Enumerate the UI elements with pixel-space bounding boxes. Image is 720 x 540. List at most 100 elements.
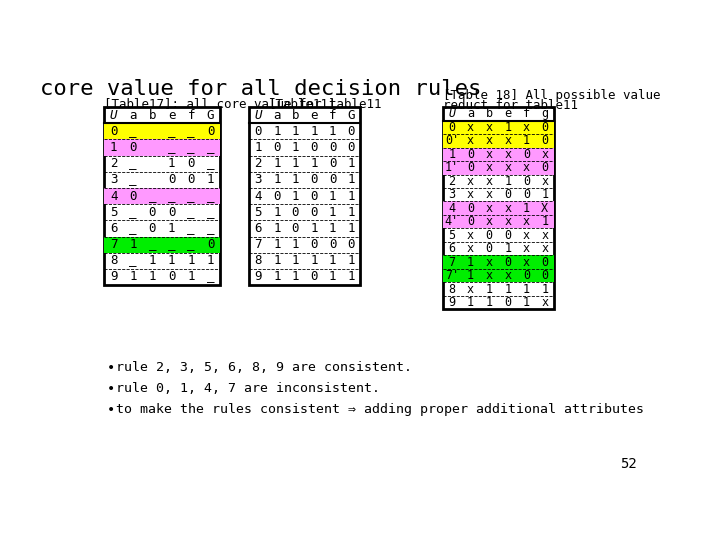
Text: x: x [485,161,492,174]
Text: 1: 1 [329,271,336,284]
Text: _: _ [207,271,215,284]
Text: 8: 8 [449,282,456,295]
Text: 0: 0 [348,125,355,138]
Text: _: _ [207,190,215,202]
Text: x: x [485,269,492,282]
Text: 1: 1 [187,271,195,284]
Text: x: x [541,296,549,309]
Text: 1: 1 [485,282,492,295]
Text: a: a [467,107,474,120]
Text: 9: 9 [449,296,456,309]
Text: 1: 1 [348,206,355,219]
Text: 1: 1 [273,238,281,251]
Text: _: _ [187,222,195,235]
Text: [Table11]: [Table11] [269,97,336,110]
Text: 0: 0 [504,255,511,268]
Text: [Table 18] All possible value: [Table 18] All possible value [443,90,660,103]
Text: 1: 1 [467,269,474,282]
Text: x: x [467,242,474,255]
Text: _: _ [130,206,137,219]
Text: 0: 0 [504,296,511,309]
Text: 9: 9 [110,271,117,284]
Text: x: x [467,228,474,242]
Text: 0: 0 [168,206,176,219]
Text: U: U [254,109,262,122]
Text: 9: 9 [254,271,262,284]
Text: 0: 0 [523,148,530,161]
Text: x: x [485,188,492,201]
Text: 1: 1 [187,254,195,267]
Bar [443,107,554,309]
Text: a: a [130,109,137,122]
Text: 1: 1 [523,134,530,147]
Text: 3: 3 [254,173,262,186]
Text: 1: 1 [348,157,355,170]
Text: x: x [541,148,549,161]
Text: 0: 0 [504,188,511,201]
Text: _: _ [207,141,215,154]
Text: 5: 5 [254,206,262,219]
Text: 3: 3 [110,173,117,186]
Bar [443,255,554,269]
Text: 1: 1 [148,271,156,284]
Text: reduct for table11: reduct for table11 [443,99,577,112]
Text: 0: 0 [541,161,549,174]
Text: _: _ [187,190,195,202]
Text: _: _ [207,222,215,235]
Text: 1: 1 [310,157,318,170]
Text: 1: 1 [110,141,117,154]
Text: _: _ [130,254,137,267]
Text: G: G [207,109,215,122]
Text: 1: 1 [329,254,336,267]
Text: 1: 1 [348,254,355,267]
Bar [104,123,220,139]
Text: 1: 1 [292,238,299,251]
Text: 1': 1' [445,161,459,174]
Text: 1: 1 [310,125,318,138]
Text: 1: 1 [168,157,176,170]
Text: 0: 0 [523,269,530,282]
Text: 1: 1 [292,190,299,202]
Text: 1: 1 [467,255,474,268]
Bar [443,147,554,161]
Text: 1: 1 [207,173,215,186]
Bar [104,237,220,253]
Bar [443,269,554,282]
Text: 6: 6 [449,242,456,255]
Text: rule 2, 3, 5, 6, 8, 9 are consistent.: rule 2, 3, 5, 6, 8, 9 are consistent. [117,361,413,374]
Text: 4: 4 [254,190,262,202]
Bar [443,120,554,134]
Text: x: x [467,282,474,295]
Text: 1: 1 [292,125,299,138]
Text: 0: 0 [130,141,137,154]
Text: •: • [107,361,115,375]
Text: core value for all decision rules: core value for all decision rules [40,79,481,99]
Text: 1: 1 [523,282,530,295]
Text: 0: 0 [523,188,530,201]
Text: 8: 8 [254,254,262,267]
Text: _: _ [148,190,156,202]
Text: _: _ [187,125,195,138]
Text: x: x [485,202,492,215]
Text: 0: 0 [310,141,318,154]
Text: 1: 1 [348,173,355,186]
Text: 0: 0 [207,238,215,251]
Text: _: _ [168,238,176,251]
Text: 0: 0 [541,269,549,282]
Text: f: f [187,109,195,122]
Text: 1: 1 [523,296,530,309]
Text: X: X [541,202,549,215]
Text: 2: 2 [254,157,262,170]
Text: 1: 1 [292,254,299,267]
Text: e: e [168,109,176,122]
Text: 7: 7 [110,238,117,251]
Text: rule 0, 1, 4, 7 are inconsistent.: rule 0, 1, 4, 7 are inconsistent. [117,382,380,395]
Text: 1: 1 [130,238,137,251]
Text: 1: 1 [504,242,511,255]
Text: x: x [523,228,530,242]
Text: 0: 0 [467,161,474,174]
Text: 1: 1 [292,141,299,154]
Text: _: _ [130,222,137,235]
Text: 7: 7 [254,238,262,251]
Text: x: x [523,161,530,174]
